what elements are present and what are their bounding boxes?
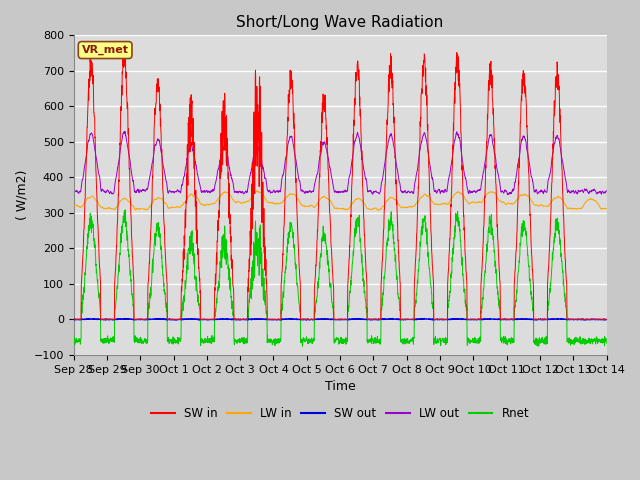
Legend: SW in, LW in, SW out, LW out, Rnet: SW in, LW in, SW out, LW out, Rnet — [147, 402, 534, 425]
Text: VR_met: VR_met — [82, 45, 129, 55]
Y-axis label: ( W/m2): ( W/m2) — [15, 170, 28, 220]
Title: Short/Long Wave Radiation: Short/Long Wave Radiation — [237, 15, 444, 30]
X-axis label: Time: Time — [324, 380, 355, 393]
